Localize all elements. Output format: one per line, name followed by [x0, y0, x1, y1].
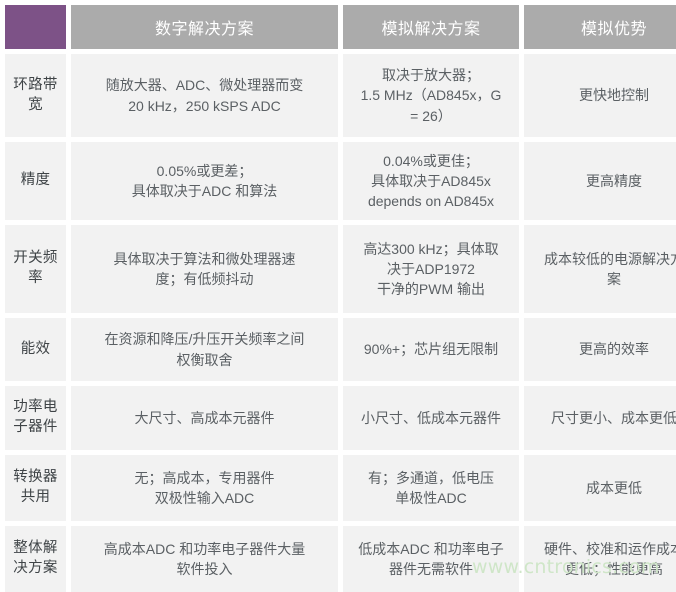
- table-row: 整体解决方案 高成本ADC 和功率电子器件大量 软件投入 低成本ADC 和功率电子…: [5, 526, 676, 592]
- cell-advantage-overall-solution: 硬件、校准和运作成本 更低；性能更高: [524, 526, 676, 592]
- row-label-switching-frequency: 开关频率: [5, 225, 66, 313]
- cell-analog-loop-bandwidth: 取决于放大器； 1.5 MHz（AD845x，G = 26）: [343, 54, 519, 137]
- table-header-row: 数字解决方案 模拟解决方案 模拟优势: [5, 5, 676, 49]
- cell-digital-efficiency: 在资源和降压/升压开关频率之间 权衡取舍: [71, 318, 338, 381]
- table-row: 开关频率 具体取决于算法和微处理器速 度；有低频抖动 高达300 kHz；具体取决…: [5, 225, 676, 313]
- cell-advantage-accuracy: 更高精度: [524, 142, 676, 220]
- cell-analog-efficiency: 90%+；芯片组无限制: [343, 318, 519, 381]
- cell-digital-power-electronics: 大尺寸、高成本元器件: [71, 386, 338, 450]
- cell-digital-overall-solution: 高成本ADC 和功率电子器件大量 软件投入: [71, 526, 338, 592]
- table-header: 数字解决方案 模拟解决方案 模拟优势: [5, 5, 676, 49]
- row-label-converter-sharing: 转换器共用: [5, 455, 66, 521]
- table-row: 环路带宽 随放大器、ADC、微处理器而变 20 kHz，250 kSPS ADC …: [5, 54, 676, 137]
- header-corner-swatch: [5, 5, 66, 49]
- row-label-loop-bandwidth: 环路带宽: [5, 54, 66, 137]
- cell-analog-switching-frequency: 高达300 kHz；具体取 决于ADP1972 干净的PWM 输出: [343, 225, 519, 313]
- cell-analog-accuracy: 0.04%或更佳； 具体取决于AD845x depends on AD845x: [343, 142, 519, 220]
- row-label-accuracy: 精度: [5, 142, 66, 220]
- row-label-overall-solution: 整体解决方案: [5, 526, 66, 592]
- column-header-digital-solution: 数字解决方案: [71, 5, 338, 49]
- cell-advantage-efficiency: 更高的效率: [524, 318, 676, 381]
- cell-digital-accuracy: 0.05%或更差； 具体取决于ADC 和算法: [71, 142, 338, 220]
- cell-advantage-switching-frequency: 成本较低的电源解决方案: [524, 225, 676, 313]
- table-row: 功率电子器件 大尺寸、高成本元器件 小尺寸、低成本元器件 尺寸更小、成本更低: [5, 386, 676, 450]
- table-body: 环路带宽 随放大器、ADC、微处理器而变 20 kHz，250 kSPS ADC …: [5, 54, 676, 592]
- cell-advantage-power-electronics: 尺寸更小、成本更低: [524, 386, 676, 450]
- cell-analog-converter-sharing: 有；多通道，低电压 单极性ADC: [343, 455, 519, 521]
- table-row: 转换器共用 无；高成本，专用器件 双极性输入ADC 有；多通道，低电压 单极性ADC…: [5, 455, 676, 521]
- table-row: 精度 0.05%或更差； 具体取决于ADC 和算法 0.04%或更佳； 具体取决于A…: [5, 142, 676, 220]
- table-row: 能效 在资源和降压/升压开关频率之间 权衡取舍 90%+；芯片组无限制 更高的效率: [5, 318, 676, 381]
- row-label-efficiency: 能效: [5, 318, 66, 381]
- cell-digital-loop-bandwidth: 随放大器、ADC、微处理器而变 20 kHz，250 kSPS ADC: [71, 54, 338, 137]
- cell-digital-converter-sharing: 无；高成本，专用器件 双极性输入ADC: [71, 455, 338, 521]
- cell-advantage-converter-sharing: 成本更低: [524, 455, 676, 521]
- cell-analog-overall-solution: 低成本ADC 和功率电子 器件无需软件: [343, 526, 519, 592]
- cell-advantage-loop-bandwidth: 更快地控制: [524, 54, 676, 137]
- row-label-power-electronics: 功率电子器件: [5, 386, 66, 450]
- cell-analog-power-electronics: 小尺寸、低成本元器件: [343, 386, 519, 450]
- cell-digital-switching-frequency: 具体取决于算法和微处理器速 度；有低频抖动: [71, 225, 338, 313]
- column-header-analog-advantage: 模拟优势: [524, 5, 676, 49]
- column-header-analog-solution: 模拟解决方案: [343, 5, 519, 49]
